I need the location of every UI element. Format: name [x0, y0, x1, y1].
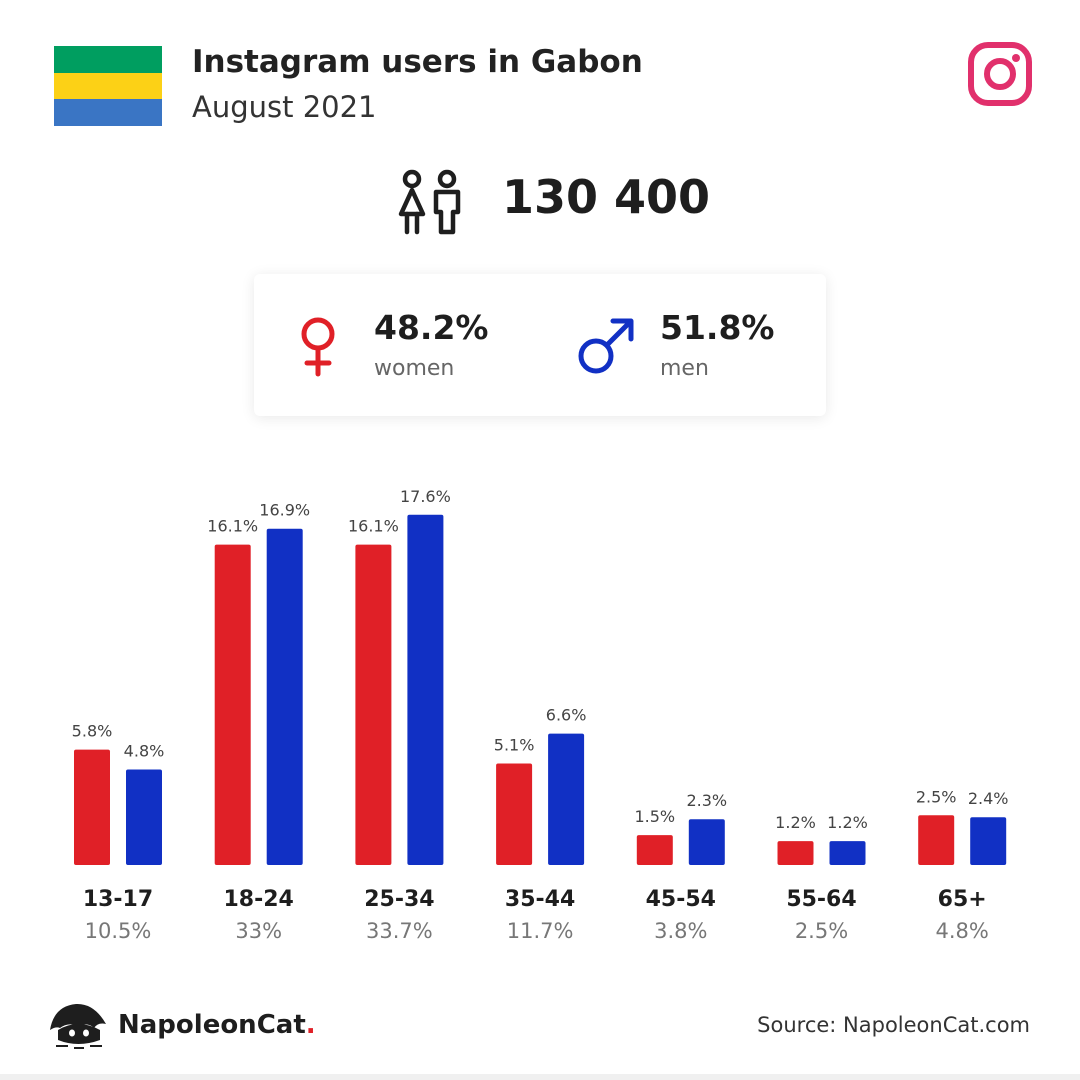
category-label-55-64: 55-64	[786, 887, 856, 912]
bar-men-13-17	[126, 769, 162, 865]
bottom-strip	[0, 1074, 1080, 1080]
category-total-25-34: 33.7%	[366, 919, 433, 943]
value-label-women-65+: 2.5%	[916, 787, 957, 806]
bar-women-35-44	[496, 763, 533, 865]
bar-men-35-44	[548, 733, 585, 865]
flag-stripe-blue	[54, 99, 162, 126]
age-gender-bar-chart: 5.8%4.8%13-1710.5%16.1%16.9%18-2433%16.1…	[72, 487, 1009, 943]
value-label-women-35-44: 5.1%	[494, 736, 535, 755]
female-icon	[301, 317, 335, 377]
value-label-men-55-64: 1.2%	[827, 813, 868, 832]
value-label-men-13-17: 4.8%	[124, 741, 165, 760]
value-label-men-45-54: 2.3%	[686, 791, 727, 810]
instagram-icon	[968, 42, 1032, 106]
value-label-women-13-17: 5.8%	[72, 722, 113, 741]
category-label-18-24: 18-24	[224, 887, 294, 912]
category-label-25-34: 25-34	[364, 887, 434, 912]
male-icon	[578, 318, 634, 374]
people-icon	[398, 169, 461, 235]
brand-dot: .	[305, 1010, 316, 1040]
gabon-flag-icon	[54, 46, 162, 126]
category-total-18-24: 33%	[235, 919, 282, 943]
value-label-women-25-34: 16.1%	[348, 517, 399, 536]
category-label-35-44: 35-44	[505, 887, 575, 912]
bar-men-18-24	[266, 528, 303, 865]
bar-women-13-17	[74, 749, 110, 865]
men-label: men	[660, 356, 709, 381]
bar-men-55-64	[829, 841, 866, 865]
men-percent: 51.8%	[660, 308, 775, 347]
bar-women-25-34	[355, 544, 392, 865]
value-label-women-45-54: 1.5%	[634, 807, 675, 826]
value-label-men-25-34: 17.6%	[400, 487, 451, 506]
brand-name-text: NapoleonCat	[118, 1010, 306, 1040]
value-label-men-65+: 2.4%	[968, 789, 1009, 808]
category-total-13-17: 10.5%	[85, 919, 152, 943]
category-total-65+: 4.8%	[936, 919, 989, 943]
flag-stripe-green	[54, 46, 162, 73]
category-label-13-17: 13-17	[83, 887, 153, 912]
value-label-men-18-24: 16.9%	[259, 501, 310, 520]
bar-women-65+	[918, 815, 955, 865]
brand-name: NapoleonCat.	[118, 1010, 316, 1040]
women-label: women	[374, 356, 455, 381]
total-users: 130 400	[502, 170, 711, 224]
page-title: Instagram users in Gabon	[192, 44, 643, 80]
page-subtitle: August 2021	[192, 90, 377, 124]
women-percent: 48.2%	[374, 308, 489, 347]
value-label-women-18-24: 16.1%	[207, 517, 258, 536]
category-total-55-64: 2.5%	[795, 919, 848, 943]
bar-women-45-54	[636, 835, 673, 865]
category-total-45-54: 3.8%	[654, 919, 707, 943]
flag-stripe-yellow	[54, 72, 162, 100]
value-label-men-35-44: 6.6%	[546, 706, 587, 725]
bar-women-18-24	[214, 544, 251, 865]
bar-women-55-64	[777, 841, 814, 865]
source-text: Source: NapoleonCat.com	[757, 1013, 1030, 1037]
bar-men-25-34	[407, 514, 444, 865]
category-label-45-54: 45-54	[646, 887, 716, 912]
value-label-women-55-64: 1.2%	[775, 813, 816, 832]
bar-men-65+	[970, 817, 1007, 865]
gender-card: 48.2% women 51.8% men	[254, 274, 826, 416]
category-total-35-44: 11.7%	[507, 919, 574, 943]
bar-men-45-54	[688, 819, 725, 865]
napoleoncat-logo-icon	[50, 1003, 106, 1049]
category-label-65+: 65+	[938, 887, 987, 912]
